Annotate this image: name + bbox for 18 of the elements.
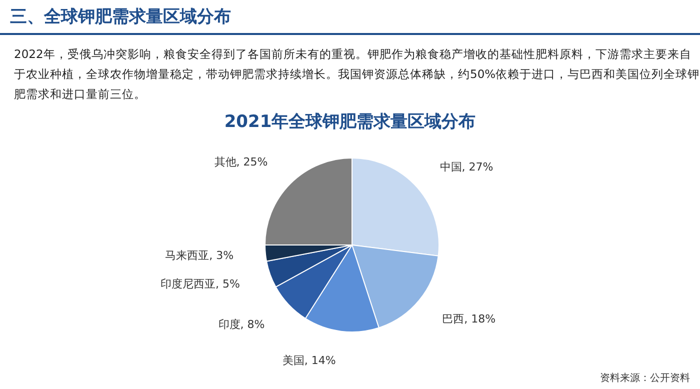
chart-title: 2021年全球钾肥需求量区域分布 [224, 112, 476, 132]
slice-label: 美国 [282, 354, 304, 368]
data-label: , 5% [216, 278, 240, 291]
slice-label: 马来西亚 [165, 249, 210, 262]
data-label: , 27% [462, 160, 494, 174]
text: 2022年，受俄乌冲突影响，粮食安全得到了各国前所未有的重视。钾肥作为粮食稳产增收的基础性肥料原料，下游需求主要来自于农业种植，全球农作物增量稳定，带动钾肥需求持续增长。我国钾资源总体稀缺，约50%依赖于进口，与巴西和美国位列全球钾肥需求和进口量前三位。 [14, 47, 700, 101]
text: 三、全球钾肥需求量区域分布 [10, 7, 231, 27]
slice-label: 印度尼西亚 [160, 278, 216, 291]
slice-label: 印度 [218, 318, 240, 332]
text: 资料来源：公开资料 [600, 372, 690, 384]
slice-label: 其他 [214, 155, 236, 168]
data-label: , 8% [240, 318, 265, 332]
data-label: , 18% [464, 312, 496, 326]
slice-label: 中国 [440, 160, 462, 174]
data-label: , 14% [304, 354, 336, 368]
data-label: , 25% [236, 155, 268, 168]
slice-label: 巴西 [442, 312, 464, 326]
data-label: , 3% [209, 249, 234, 262]
